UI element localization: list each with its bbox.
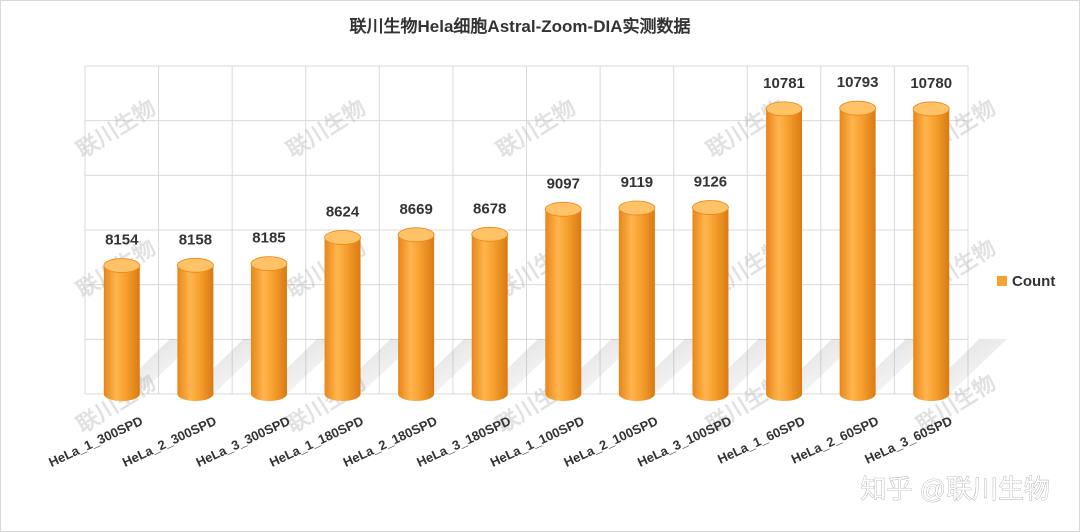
bar-cap — [692, 200, 729, 215]
data-label: 9126 — [694, 174, 727, 191]
data-label: 8185 — [252, 230, 285, 247]
data-label: 9119 — [621, 174, 654, 191]
data-label: 8154 — [105, 232, 139, 249]
legend: Count — [997, 273, 1055, 290]
bar-cap — [397, 227, 435, 243]
data-label: 8678 — [473, 200, 506, 217]
data-label: 8158 — [179, 231, 212, 248]
bar-cap — [324, 230, 361, 245]
bar-cap — [471, 226, 509, 242]
bar — [324, 237, 361, 402]
x-tick-labels: HeLa_1_300SPDHeLa_2_300SPDHeLa_3_300SPDH… — [46, 413, 954, 470]
legend-swatch — [997, 276, 1007, 286]
bar-cap — [103, 258, 141, 273]
bar-cap — [250, 256, 288, 272]
legend-label: Count — [1012, 273, 1055, 290]
watermark-text: 联川生物 — [282, 95, 370, 163]
bar — [545, 209, 582, 402]
bar — [471, 234, 508, 402]
bar-cap — [618, 200, 656, 216]
bar — [250, 263, 287, 401]
bar — [618, 207, 655, 402]
data-label: 10793 — [837, 74, 879, 91]
bar-cap — [765, 101, 803, 117]
data-label: 10781 — [763, 75, 805, 92]
watermark-text: 联川生物 — [492, 95, 580, 163]
bar — [398, 234, 435, 402]
grid — [84, 65, 969, 395]
bar-cap — [544, 201, 582, 217]
bar-layer — [103, 100, 950, 402]
bar — [103, 265, 140, 401]
bar — [839, 108, 876, 402]
data-label: 9097 — [547, 175, 580, 192]
data-label: 10780 — [910, 75, 952, 92]
label-layer: 8154 8158 8185 8624 8669 8678 9097 9119 9126 1078… — [105, 74, 952, 248]
data-label: 8624 — [326, 204, 360, 221]
bar — [766, 108, 803, 402]
chart-title: 联川生物Hela细胞Astral-Zoom-DIA实测数据 — [350, 16, 691, 36]
credit-text: 知乎 @联川生物 — [860, 474, 1050, 504]
bar — [692, 207, 729, 402]
bar — [177, 265, 214, 402]
bar-cap — [912, 101, 950, 117]
bar-cap — [176, 257, 214, 273]
bar-cap — [839, 100, 877, 116]
data-label: 8669 — [399, 201, 432, 218]
bar — [913, 108, 950, 402]
